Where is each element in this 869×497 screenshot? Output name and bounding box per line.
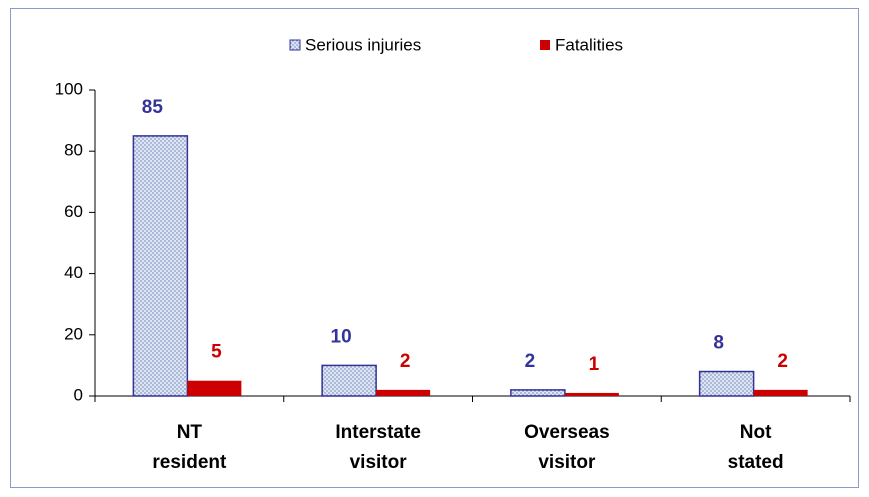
y-tick-label: 100	[55, 79, 83, 98]
legend-label: Fatalities	[555, 35, 623, 54]
y-tick-label: 20	[64, 324, 83, 343]
x-tick-label-line: visitor	[538, 452, 596, 473]
x-tick-label: NT resident	[152, 422, 227, 473]
x-tick-label-line: resident	[152, 452, 227, 473]
legend-swatch	[540, 40, 550, 50]
x-tick-label-line: Overseas	[524, 422, 610, 443]
bar	[321, 364, 377, 397]
y-tick-label: 60	[64, 202, 83, 221]
value-label: 5	[211, 342, 222, 363]
bar	[564, 392, 619, 396]
value-label: 2	[525, 351, 536, 372]
x-tick-label-line: NT	[177, 422, 203, 443]
x-tick-label: Interstate visitor	[335, 422, 421, 473]
x-tick-label: Not stated	[728, 422, 784, 473]
legend-label: Serious injuries	[305, 35, 421, 54]
y-tick-label: 40	[64, 263, 83, 282]
legend-swatch	[289, 39, 301, 51]
bar	[753, 389, 808, 396]
value-label: 1	[589, 354, 600, 375]
bar	[187, 380, 242, 396]
bar	[510, 389, 566, 397]
x-tick-label: Overseas visitor	[524, 422, 610, 473]
value-label: 10	[331, 326, 352, 347]
bar	[376, 389, 431, 396]
frame	[10, 8, 859, 488]
value-label: 2	[400, 351, 411, 372]
x-tick-label-line: Interstate	[335, 422, 421, 443]
y-tick-label: 0	[74, 385, 83, 404]
x-tick-label-line: stated	[728, 452, 784, 473]
bar	[698, 370, 755, 397]
value-label: 85	[142, 97, 164, 118]
x-tick-label-line: visitor	[350, 452, 408, 473]
value-label: 2	[777, 351, 788, 372]
x-tick-label-line: Not	[740, 422, 772, 443]
bar	[132, 135, 189, 397]
value-label: 8	[713, 333, 724, 354]
y-tick-label: 80	[64, 141, 83, 160]
